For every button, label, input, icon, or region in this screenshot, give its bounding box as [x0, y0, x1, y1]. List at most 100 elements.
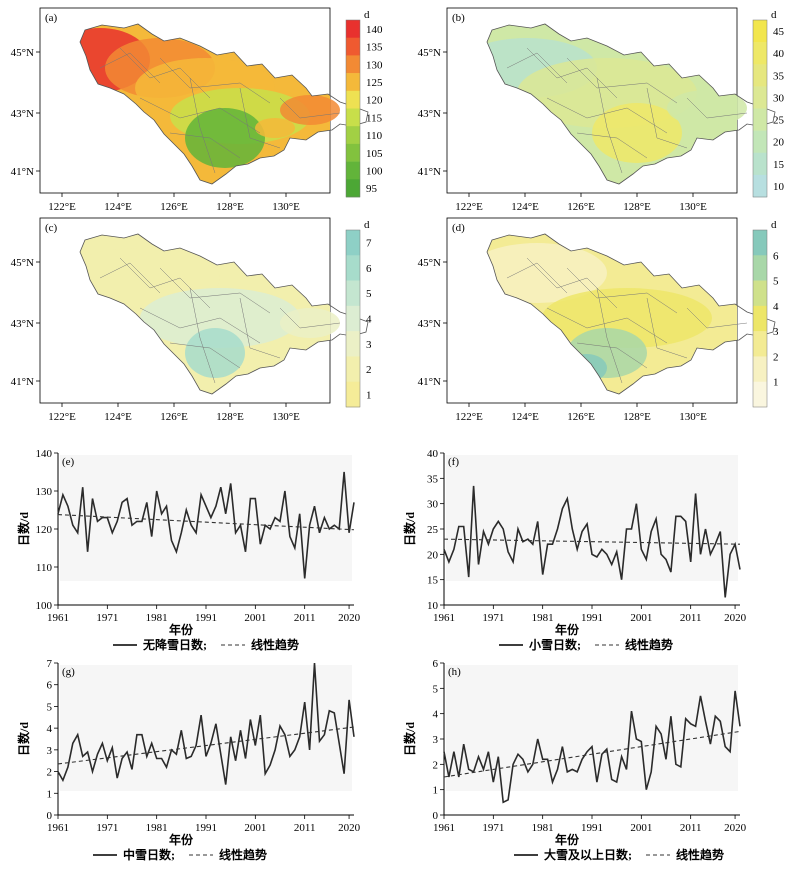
boundary-line: [139, 307, 261, 344]
colorbar-segment: [346, 55, 360, 74]
colorbar-segment: [346, 90, 360, 109]
panel-label: (b): [452, 12, 465, 24]
boundary-line: [576, 132, 648, 159]
colorbar-segment: [346, 255, 360, 281]
y-tick-label: 43°N: [11, 108, 34, 120]
legend-trend-label: 线性趋势: [251, 637, 299, 652]
x-tick-label: 1971: [482, 612, 504, 624]
map-color-region: [592, 103, 682, 163]
colorbar-label: 120: [366, 95, 383, 107]
colorbar-label: 95: [366, 183, 378, 195]
boundary-line: [546, 97, 668, 134]
colorbar-label: 25: [773, 115, 785, 127]
x-tick-label: 126°E: [160, 411, 188, 423]
y-tick-label: 41°N: [418, 376, 441, 388]
y-tick-label: 1: [433, 785, 439, 797]
colorbar-frame: [345, 229, 361, 408]
colorbar-unit: d: [364, 9, 370, 21]
trend-line: [57, 726, 355, 765]
colorbar-segment: [753, 42, 767, 65]
colorbar-label: 10: [773, 181, 785, 193]
jilin-outline: [79, 233, 369, 395]
x-tick-label: 122°E: [48, 201, 76, 213]
boundary-line: [546, 307, 668, 344]
colorbar-unit: d: [364, 219, 370, 231]
colorbar-frame: [345, 19, 361, 198]
y-tick-label: 5: [47, 701, 53, 713]
jilin-outline: [486, 23, 776, 185]
colorbar-segment: [346, 20, 360, 38]
line-chart-2: 10 15 20 25 30 35 40 1961 1971 1981 1991 2001 2011 20…: [402, 448, 747, 652]
x-tick-label: 126°E: [160, 201, 188, 213]
boundary-line: [596, 287, 623, 384]
colorbar-unit: d: [771, 9, 777, 21]
x-tick-label: 1971: [482, 822, 504, 834]
colorbar-segment: [346, 161, 360, 180]
x-tick-label: 1991: [195, 822, 217, 834]
legend: 中雪日数; 线性趋势: [93, 847, 267, 862]
series-line: [443, 485, 741, 598]
x-tick-label: 2011: [294, 612, 316, 624]
x-axis-label: 年份: [555, 832, 580, 847]
y-tick-label: 45°N: [11, 257, 34, 269]
y-tick-label: 140: [36, 448, 53, 460]
y-tick-label: 3: [47, 745, 53, 757]
trend-line: [57, 514, 355, 531]
panel-label: (f): [448, 456, 459, 468]
boundary-line: [506, 52, 568, 84]
legend-series-label: 小雪日数;: [529, 637, 581, 652]
y-axis-label: 日数/d: [16, 512, 31, 546]
colorbar-segment: [346, 356, 360, 383]
y-tick-label: 15: [427, 575, 439, 587]
x-axis-label: 年份: [169, 622, 194, 637]
boundary-line: [239, 297, 281, 359]
x-tick-label: 124°E: [104, 411, 132, 423]
map-panel-4: (d) 122°E 124°E 126°E 128°E 130°E 45°N 43°N 41°N…: [418, 217, 779, 423]
colorbar-label: 125: [366, 77, 383, 89]
colorbar-segment: [753, 230, 767, 256]
y-tick-label: 41°N: [11, 376, 34, 388]
boundary-line: [686, 97, 748, 119]
x-tick-label: 1981: [146, 822, 168, 834]
colorbar-label: 130: [366, 59, 383, 71]
colorbar-segment: [753, 255, 767, 281]
boundary-line: [119, 47, 211, 99]
plot-background: [446, 455, 738, 581]
y-tick-label: 2: [433, 759, 439, 771]
y-tick-label: 40: [427, 448, 439, 460]
boundary-line: [239, 87, 281, 149]
panel-label: (c): [45, 222, 58, 234]
x-tick-label: 1981: [532, 822, 554, 834]
panel-label: (e): [62, 456, 75, 468]
y-tick-label: 0: [433, 810, 439, 822]
series-line: [443, 690, 741, 804]
x-tick-label: 122°E: [455, 411, 483, 423]
y-tick-label: 4: [433, 709, 439, 721]
colorbar-segment: [753, 174, 767, 198]
y-tick-label: 41°N: [11, 166, 34, 178]
x-axis-label: 年份: [169, 832, 194, 847]
map-color-region: [185, 108, 265, 168]
boundary-line: [119, 257, 211, 309]
x-tick-label: 1971: [96, 822, 118, 834]
y-tick-label: 0: [47, 810, 53, 822]
colorbar-segment: [753, 331, 767, 357]
map-color-region: [185, 328, 245, 378]
y-tick-label: 35: [427, 473, 439, 485]
colorbar-label: 3: [773, 326, 779, 338]
map-color-region: [667, 90, 747, 126]
trend-line: [443, 730, 741, 778]
x-tick-label: 128°E: [623, 201, 651, 213]
jilin-outline: [486, 233, 776, 395]
legend: 无降雪日数; 线性趋势: [113, 637, 299, 652]
map-panel-3: (c) 122°E 124°E 126°E 128°E 130°E 45°N 43°N 41°N…: [11, 217, 372, 423]
colorbar-label: 140: [366, 24, 383, 36]
colorbar: d 6 5 4 3 2 1: [752, 219, 779, 408]
colorbar-frame: [752, 229, 768, 408]
map-color-region: [280, 308, 340, 338]
colorbar: d 7 6 5 4 3 2 1: [345, 219, 372, 408]
colorbar-segment: [346, 73, 360, 92]
colorbar: d 140 135 130 125 120 115 110 105 100 95: [345, 9, 383, 198]
x-tick-label: 2001: [630, 822, 652, 834]
